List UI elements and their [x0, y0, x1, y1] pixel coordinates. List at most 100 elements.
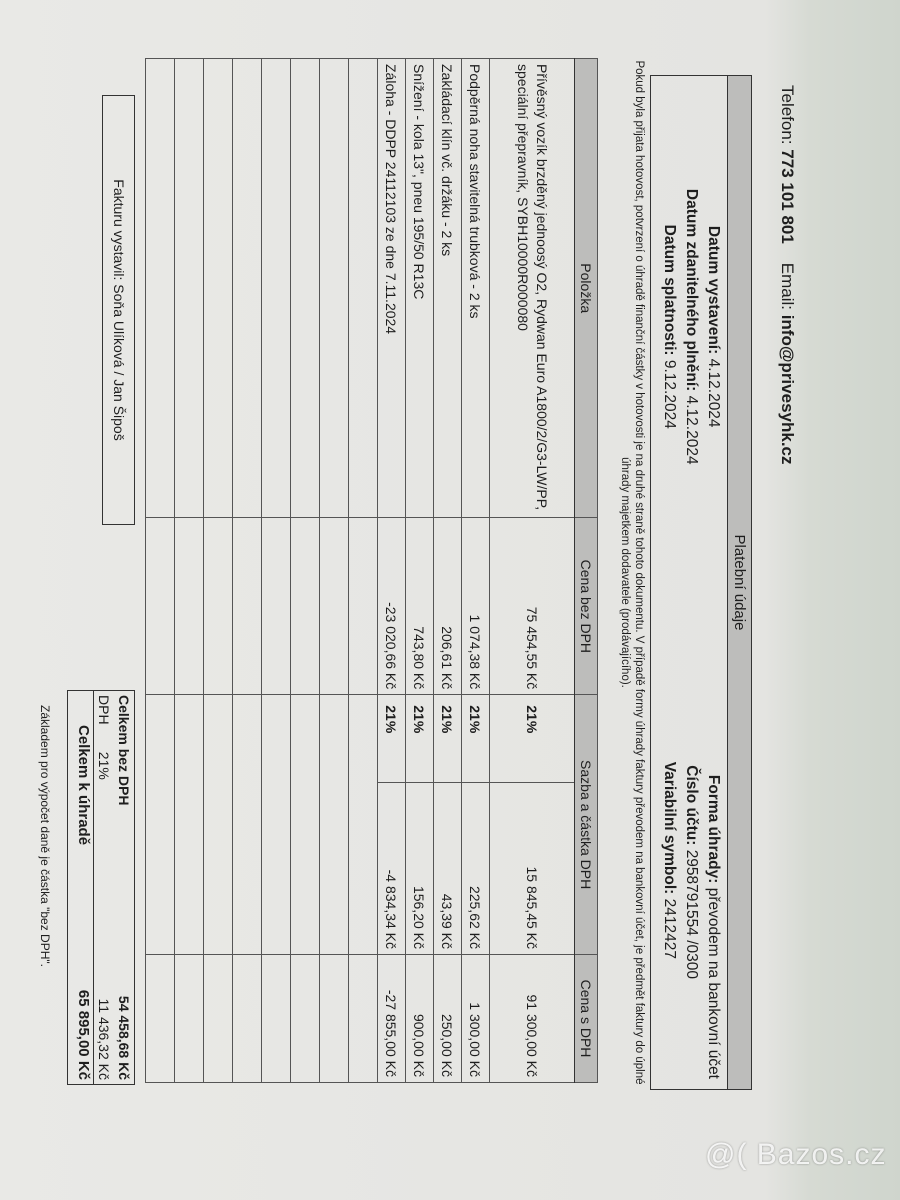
item-net: 206,61 Kč [433, 517, 462, 695]
table-row: Snížení - kola 13", pneu 195/50 R13C 743… [405, 58, 434, 1083]
phone-number: 773 101 801 [778, 149, 797, 244]
empty-cell [232, 694, 262, 955]
empty-cell [232, 954, 262, 1083]
empty-cell [145, 58, 175, 518]
empty-cell [145, 954, 175, 1083]
empty-cell [319, 694, 349, 955]
empty-cell [174, 517, 204, 695]
total-due: 65 895,00 Kč [75, 989, 92, 1080]
item-name: Snížení - kola 13", pneu 195/50 R13C [405, 58, 434, 518]
item-gross: 91 300,00 Kč [489, 954, 575, 1083]
total-due-label: Celkem k úhradě [75, 725, 92, 846]
item-gross: 900,00 Kč [405, 954, 434, 1083]
totals-box: Celkem bez DPH 54 458,68 Kč DPH 21% 11 436… [67, 690, 135, 1085]
payment-title: Platební údaje [727, 76, 751, 1089]
item-rate: 21% [461, 694, 490, 783]
empty-cell [232, 517, 262, 695]
account-label: Číslo účtu: [683, 765, 700, 846]
empty-cell [174, 694, 204, 955]
empty-cell [145, 517, 175, 695]
item-vat: 15 845,45 Kč [489, 782, 575, 955]
empty-cell [261, 694, 291, 955]
empty-cell [319, 58, 349, 518]
table-row: Přívěsný vozík brzděný jednoosý O2, Rydw… [489, 58, 575, 1083]
table-row: Zakládací klín vč. držáku - 2 ks 206,61 … [433, 58, 462, 1083]
dates-column: Datum vystavení: 4.12.2024 Datum zdanite… [658, 76, 724, 578]
item-net: 743,80 Kč [405, 517, 434, 695]
empty-row [261, 58, 291, 1083]
item-vat: 43,39 Kč [433, 782, 462, 955]
empty-row [290, 58, 320, 1083]
empty-cell [203, 58, 233, 518]
account-number: 2958791554 /0300 [683, 849, 700, 979]
empty-cell [290, 58, 320, 518]
payment-method: převodem na bankovní účet [705, 887, 722, 1079]
empty-cell [145, 694, 175, 955]
payment-box: Platební údaje Datum vystavení: 4.12.202… [650, 75, 752, 1090]
item-gross: 1 300,00 Kč [461, 954, 490, 1083]
empty-cell [290, 694, 320, 955]
issue-label: Datum vystavení: [705, 225, 722, 355]
empty-cell [232, 58, 262, 518]
table-header: Položka Cena bez DPH Sazba a částka DPH … [574, 58, 598, 1083]
empty-cell [348, 58, 378, 518]
empty-cell [319, 954, 349, 1083]
item-rate: 21% [377, 694, 406, 783]
item-name: Přívěsný vozík brzděný jednoosý O2, Rydw… [489, 58, 575, 518]
due-date: 9.12.2024 [661, 359, 678, 429]
taxable-label: Datum zdanitelného plnění: [683, 188, 700, 392]
empty-cell [261, 58, 291, 518]
contact-line: Telefon: 773 101 801 Email: info@privesy… [777, 85, 797, 465]
payment-note: Pokud byla přijata hotovost, potvrzení o… [619, 60, 645, 1085]
item-name: Podpěrná noha stavitelná trubková - 2 ks [461, 58, 490, 518]
item-rate: 21% [489, 694, 575, 783]
empty-cell [348, 517, 378, 695]
total-vat: 11 436,32 Kč [96, 998, 112, 1080]
item-rate: 21% [405, 694, 434, 783]
total-net-label: Celkem bez DPH [116, 695, 132, 806]
empty-row [348, 58, 378, 1083]
empty-cell [290, 954, 320, 1083]
item-net: -23 020,66 Kč [377, 517, 406, 695]
item-rate: 21% [433, 694, 462, 783]
empty-cell [203, 954, 233, 1083]
taxable-date: 4.12.2024 [683, 395, 700, 465]
item-name: Záloha - DDPP 24112103 ze dne 7.11.2024 [377, 58, 406, 518]
items-table: Položka Cena bez DPH Sazba a částka DPH … [145, 58, 598, 1083]
total-net: 54 458,68 Kč [116, 995, 132, 1080]
header-vat: Sazba a částka DPH [574, 694, 598, 955]
empty-cell [290, 517, 320, 695]
empty-cell [348, 694, 378, 955]
empty-cell [348, 954, 378, 1083]
variable-symbol: 2412427 [661, 898, 678, 959]
issued-by: Fakturu vystavil: Soňa Ulíková / Jan Šip… [102, 95, 135, 525]
item-net: 1 074,38 Kč [461, 517, 490, 695]
item-name: Zakládací klín vč. držáku - 2 ks [433, 58, 462, 518]
header-net: Cena bez DPH [574, 517, 598, 695]
empty-cell [261, 954, 291, 1083]
phone-label: Telefon: [778, 85, 797, 145]
empty-cell [261, 517, 291, 695]
bazos-watermark: @( Bazos.cz [705, 1138, 887, 1171]
empty-row [174, 58, 204, 1083]
vs-label: Variabilní symbol: [661, 761, 678, 895]
empty-cell [203, 517, 233, 695]
total-vat-rate: 21% [96, 751, 112, 780]
empty-row [145, 58, 175, 1083]
email-address: info@privesyhk.cz [778, 314, 797, 465]
item-gross: 250,00 Kč [433, 954, 462, 1083]
empty-cell [174, 58, 204, 518]
tax-base-note: Základem pro výpočet daně je částka "bez… [38, 705, 52, 967]
table-row: Podpěrná noha stavitelná trubková - 2 ks… [461, 58, 490, 1083]
due-label: Datum splatnosti: [661, 224, 678, 356]
empty-cell [203, 694, 233, 955]
item-gross: -27 855,00 Kč [377, 954, 406, 1083]
empty-row [203, 58, 233, 1083]
item-vat: 156,20 Kč [405, 782, 434, 955]
header-item: Položka [574, 58, 598, 518]
item-net: 75 454,55 Kč [489, 517, 575, 695]
item-vat: -4 834,34 Kč [377, 782, 406, 955]
empty-row [232, 58, 262, 1083]
empty-cell [319, 517, 349, 695]
